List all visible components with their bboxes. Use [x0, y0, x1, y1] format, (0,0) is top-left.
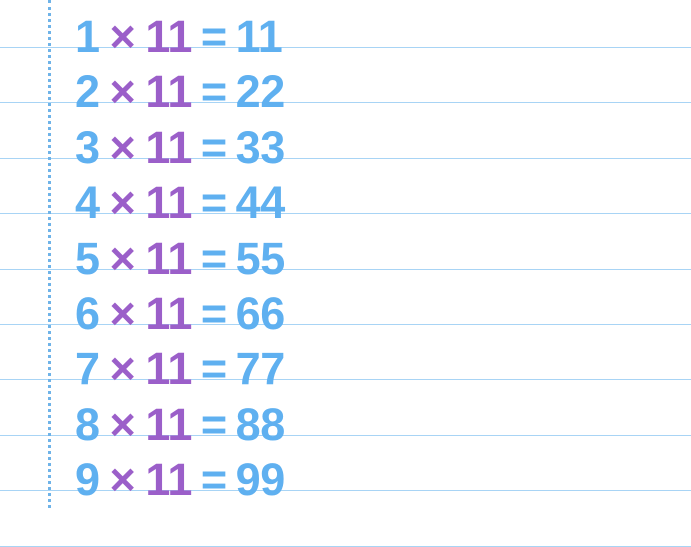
equation-row: 8×11=88: [75, 397, 285, 452]
multiplicand: 1: [75, 9, 100, 64]
multiplier: 11: [145, 175, 192, 230]
equals-sign: =: [192, 397, 236, 452]
product: 22: [236, 64, 285, 119]
multiplicand: 4: [75, 175, 100, 230]
rule-line: [0, 546, 691, 547]
multiplicand: 2: [75, 64, 100, 119]
multiplier: 11: [145, 9, 192, 64]
multiplication-table: 1×11=112×11=223×11=334×11=445×11=556×11=…: [75, 9, 285, 508]
multiplicand: 7: [75, 341, 100, 396]
multiply-operator: ×: [100, 397, 146, 452]
margin-line: [48, 0, 51, 508]
equation-row: 9×11=99: [75, 452, 285, 507]
multiply-operator: ×: [100, 341, 146, 396]
multiplicand: 6: [75, 286, 100, 341]
multiply-operator: ×: [100, 231, 146, 286]
multiplier: 11: [145, 397, 192, 452]
product: 33: [236, 120, 285, 175]
multiplier: 11: [145, 64, 192, 119]
multiply-operator: ×: [100, 64, 146, 119]
multiply-operator: ×: [100, 9, 146, 64]
multiplier: 11: [145, 452, 192, 507]
equals-sign: =: [192, 9, 236, 64]
equals-sign: =: [192, 286, 236, 341]
equals-sign: =: [192, 120, 236, 175]
multiply-operator: ×: [100, 120, 146, 175]
multiplier: 11: [145, 231, 192, 286]
multiplicand: 5: [75, 231, 100, 286]
equals-sign: =: [192, 64, 236, 119]
multiplicand: 3: [75, 120, 100, 175]
product: 66: [236, 286, 285, 341]
multiplicand: 9: [75, 452, 100, 507]
multiply-operator: ×: [100, 452, 146, 507]
product: 88: [236, 397, 285, 452]
multiplier: 11: [145, 120, 192, 175]
equals-sign: =: [192, 175, 236, 230]
product: 44: [236, 175, 285, 230]
multiplier: 11: [145, 286, 192, 341]
equation-row: 6×11=66: [75, 286, 285, 341]
equals-sign: =: [192, 341, 236, 396]
product: 99: [236, 452, 285, 507]
equation-row: 5×11=55: [75, 231, 285, 286]
equation-row: 7×11=77: [75, 341, 285, 396]
equation-row: 4×11=44: [75, 175, 285, 230]
product: 77: [236, 341, 285, 396]
product: 11: [236, 9, 283, 64]
equation-row: 1×11=11: [75, 9, 285, 64]
multiplier: 11: [145, 341, 192, 396]
equation-row: 3×11=33: [75, 120, 285, 175]
multiply-operator: ×: [100, 175, 146, 230]
product: 55: [236, 231, 285, 286]
equals-sign: =: [192, 452, 236, 507]
equation-row: 2×11=22: [75, 64, 285, 119]
multiplicand: 8: [75, 397, 100, 452]
multiply-operator: ×: [100, 286, 146, 341]
equals-sign: =: [192, 231, 236, 286]
